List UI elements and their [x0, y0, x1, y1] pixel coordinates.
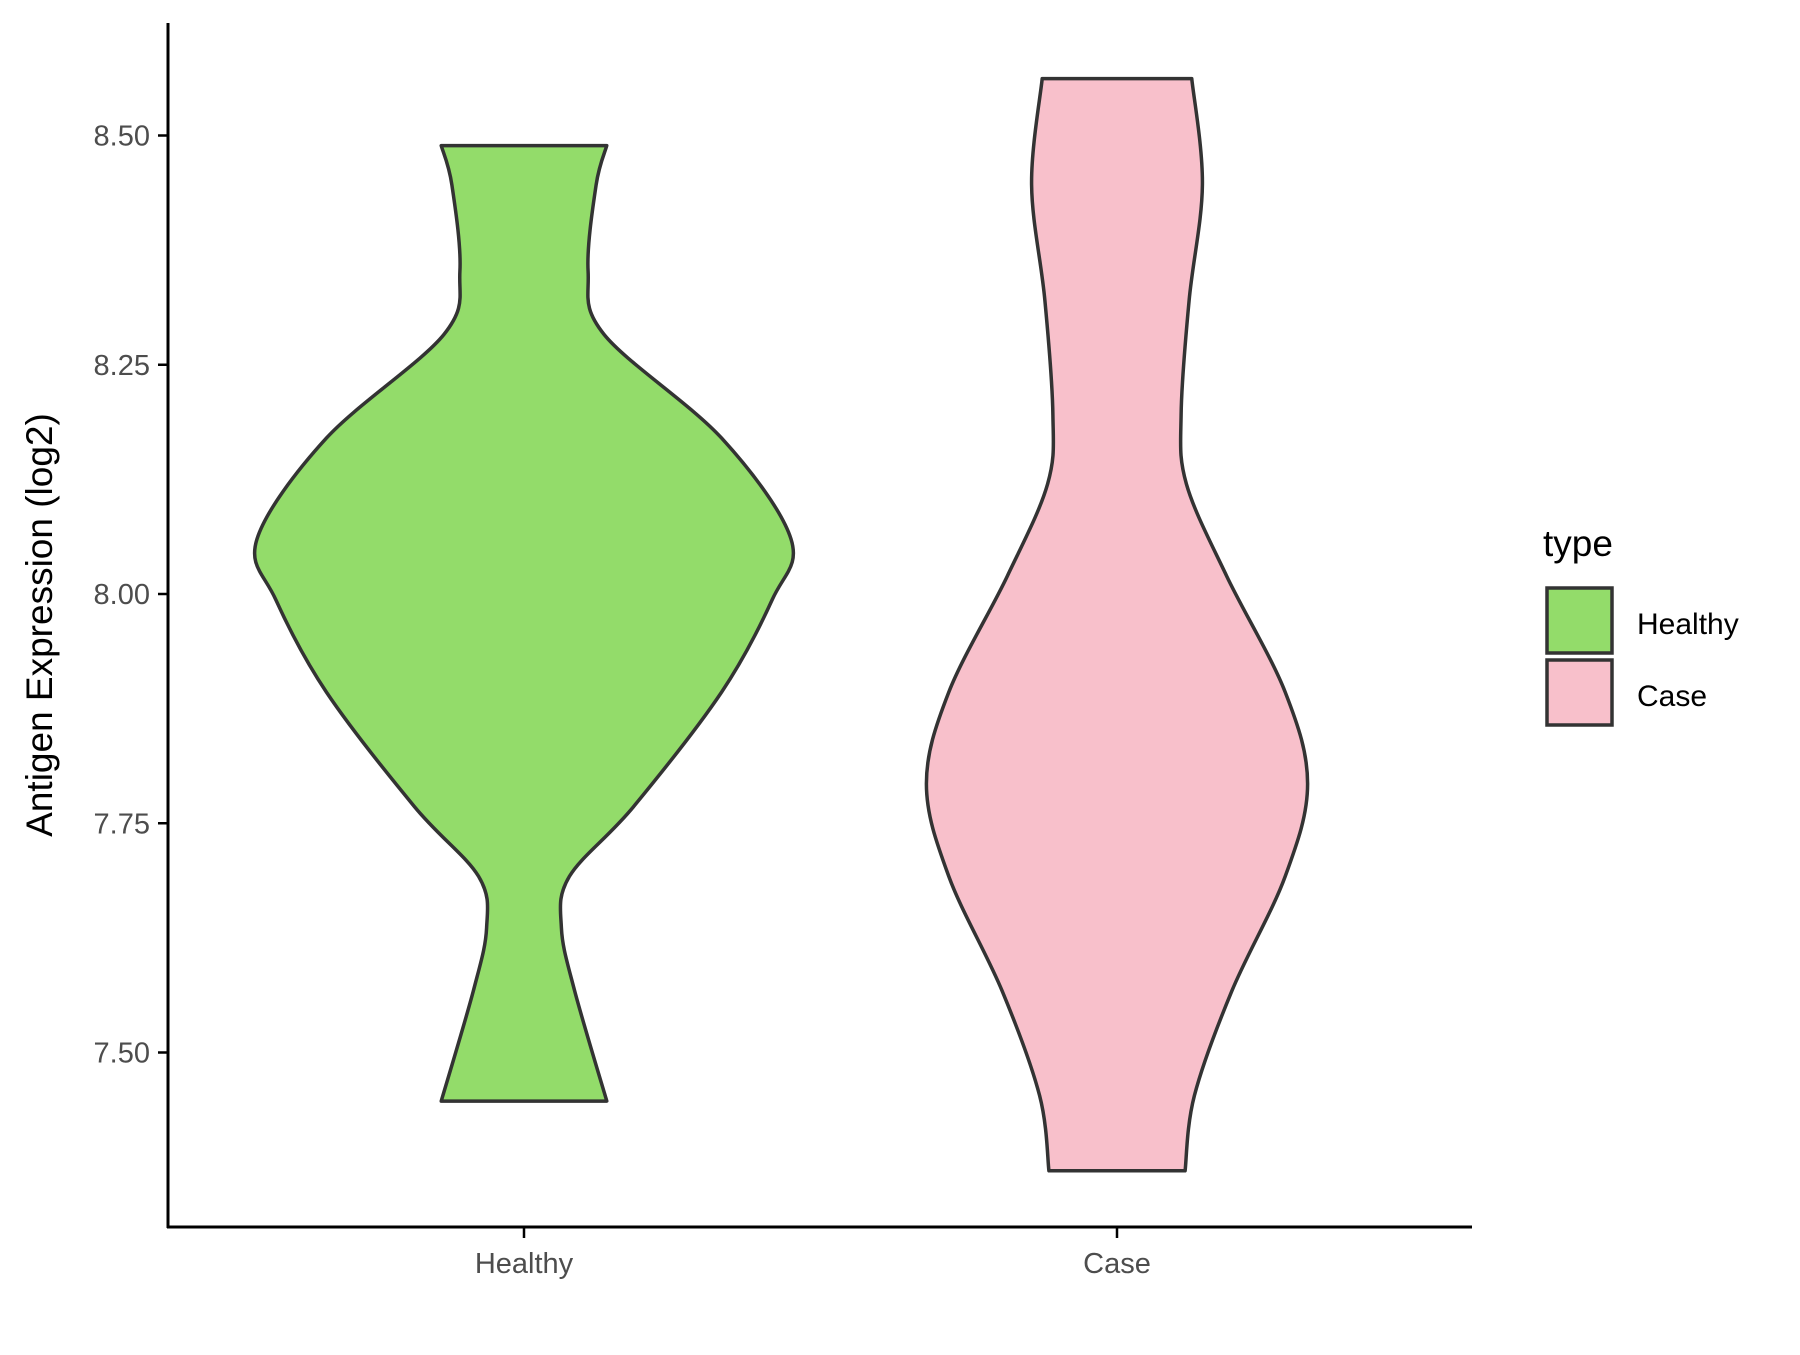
y-tick-label: 7.50 [94, 1038, 150, 1070]
y-tick-label: 8.25 [94, 350, 150, 382]
x-tick-label: Case [1083, 1248, 1151, 1280]
legend-label-case: Case [1637, 680, 1707, 713]
x-tick-label: Healthy [475, 1248, 574, 1280]
y-tick-label: 7.75 [94, 808, 150, 840]
violin-healthy [252, 143, 796, 1103]
legend-key-healthy [1545, 586, 1614, 655]
legend-key-case [1545, 658, 1614, 727]
legend-label-healthy: Healthy [1637, 608, 1739, 641]
y-ticks: 7.50 7.75 8.00 8.25 8.50 [94, 121, 168, 1070]
y-axis-label: Antigen Expression (log2) [19, 413, 60, 837]
violin-case [924, 76, 1310, 1173]
y-tick-label: 8.00 [94, 579, 150, 611]
x-ticks: Healthy Case [475, 1227, 1151, 1280]
violins [252, 76, 1310, 1173]
legend-title: type [1543, 523, 1613, 564]
legend: type Healthy Case [1543, 523, 1739, 727]
y-tick-label: 8.50 [94, 121, 150, 153]
